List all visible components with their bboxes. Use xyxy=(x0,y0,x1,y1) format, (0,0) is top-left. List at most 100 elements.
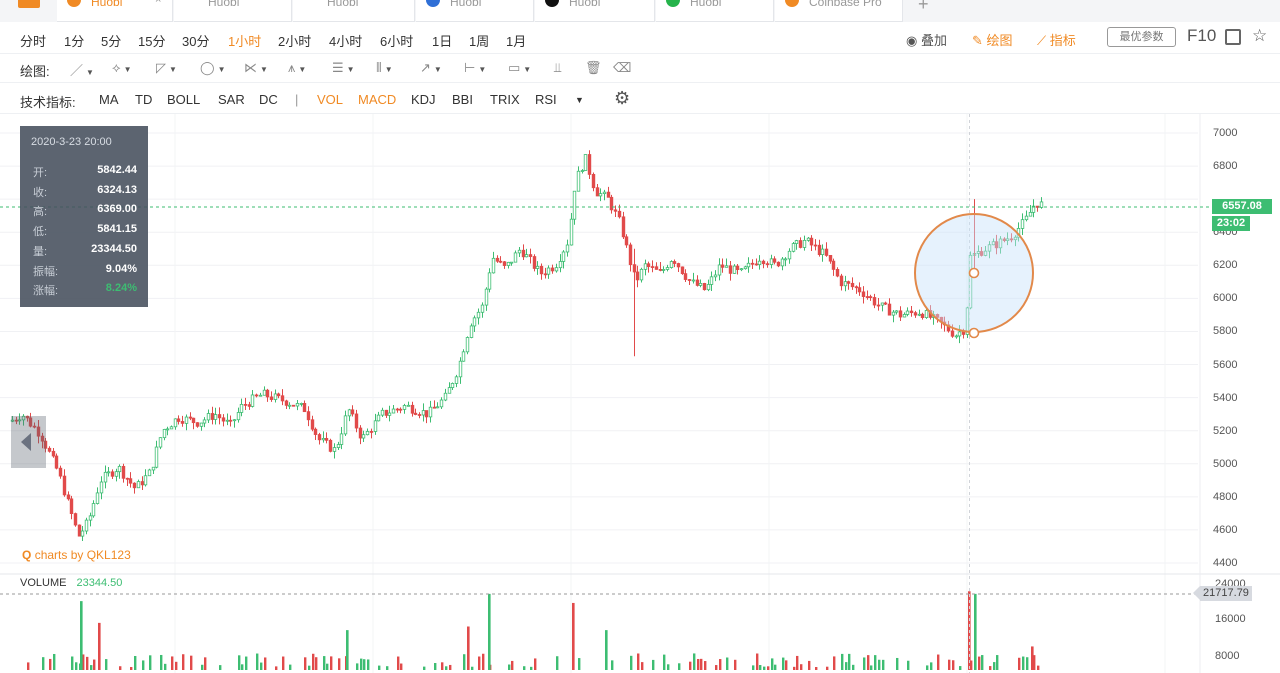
candle-body xyxy=(987,244,992,252)
info-value: 6324.13 xyxy=(97,184,137,196)
indicator-bbi[interactable]: BBI xyxy=(452,92,473,107)
scroll-left-button[interactable] xyxy=(11,416,46,468)
candle-body xyxy=(683,273,688,280)
star-icon[interactable]: ☆ xyxy=(1252,26,1268,45)
price-tick-label: 6000 xyxy=(1213,292,1238,305)
channel-tool-icon[interactable]: ◸ ▼ xyxy=(156,60,177,75)
arrow-tool-icon[interactable]: ↗ ▼ xyxy=(420,60,442,75)
cycle-tool-icon[interactable]: ⦀ ▼ xyxy=(376,60,393,75)
indicator-macd[interactable]: MACD xyxy=(358,92,397,107)
exchange-tab-5[interactable]: Huobi xyxy=(656,0,774,22)
add-tab-button[interactable]: + xyxy=(918,0,929,14)
period-option-active[interactable]: 1小时 xyxy=(228,34,262,49)
candle-body xyxy=(324,437,329,441)
volume-bar xyxy=(149,655,152,670)
trash-icon[interactable]: 🗑 xyxy=(585,60,602,75)
period-option[interactable]: 4小时 xyxy=(329,34,363,49)
candle-body xyxy=(258,394,263,397)
candle-body xyxy=(861,291,866,297)
candle-body xyxy=(147,469,152,477)
candle-body xyxy=(976,251,981,254)
candlestick-chart[interactable] xyxy=(0,114,1280,673)
volume-bar xyxy=(796,655,799,670)
period-option[interactable]: 15分 xyxy=(138,34,166,49)
candle-body xyxy=(439,399,444,408)
magnet-tool-icon[interactable]: ⫫ xyxy=(554,60,562,75)
measure-tool-icon[interactable]: ⊢ ▼ xyxy=(464,60,487,75)
indicator-rsi[interactable]: RSI xyxy=(535,92,557,107)
indicator-dc[interactable]: DC xyxy=(259,92,278,107)
period-option[interactable]: 1月 xyxy=(506,34,527,49)
pen-tool-icon[interactable]: ⟡ ▼ xyxy=(112,60,132,75)
candle-body xyxy=(62,475,67,496)
candle-body xyxy=(339,433,344,445)
line-tool-icon[interactable]: ／ ▼ xyxy=(70,63,94,78)
exchange-tab-4[interactable]: Huobi xyxy=(535,0,655,22)
volume-bar xyxy=(190,655,193,670)
note-tool-icon[interactable]: ▭ ▼ xyxy=(508,60,532,75)
volume-bar xyxy=(808,660,811,670)
draw-toggle-button[interactable]: ✎ 绘图 xyxy=(972,30,1013,49)
fib-tool-icon[interactable]: ⋉ ▼ xyxy=(244,60,268,75)
candle-body xyxy=(328,439,333,452)
volume-label: VOLUME xyxy=(20,577,67,589)
indicator-td[interactable]: TD xyxy=(135,92,153,107)
indicator-kdj[interactable]: KDJ xyxy=(411,92,436,107)
best-params-button[interactable]: 最优参数 xyxy=(1107,27,1176,47)
level-tool-icon[interactable]: ☰ ▼ xyxy=(332,60,355,75)
overlay-label: 叠加 xyxy=(920,33,947,48)
volume-bar xyxy=(160,654,163,670)
volume-bar xyxy=(896,657,899,670)
volume-bar xyxy=(1033,655,1036,670)
f10-button[interactable]: F10 xyxy=(1187,26,1217,45)
exchange-tab-1[interactable]: Huobi xyxy=(174,0,292,22)
volume-bar xyxy=(441,662,444,670)
indicator-toggle-button[interactable]: ⟋ 指标 xyxy=(1037,30,1076,49)
settings-gear-icon[interactable]: ⚙ xyxy=(614,88,631,108)
period-option[interactable]: 2小时 xyxy=(278,34,312,49)
period-option[interactable]: 1周 xyxy=(469,34,490,49)
tabs-filler xyxy=(944,0,1280,22)
period-option[interactable]: 30分 xyxy=(182,34,210,49)
pattern-tool-icon[interactable]: ⩚ ▼ xyxy=(288,60,307,75)
candle-body xyxy=(158,437,163,448)
exchange-tab-0[interactable]: Huobi × xyxy=(57,0,173,22)
period-option[interactable]: 1分 xyxy=(64,34,85,49)
candle-body xyxy=(25,415,30,419)
info-value: 6369.00 xyxy=(97,203,137,215)
exchange-tab-3[interactable]: Huobi xyxy=(416,0,534,22)
candle-body xyxy=(321,437,326,441)
shape-tool-icon[interactable]: ◯ ▼ xyxy=(200,60,226,75)
candle-body xyxy=(36,426,41,437)
indicator-sar[interactable]: SAR xyxy=(218,92,245,107)
tab-label: Huobi xyxy=(208,0,240,9)
period-option[interactable]: 5分 xyxy=(101,34,122,49)
eraser-icon[interactable]: ⌫ xyxy=(613,60,632,75)
close-icon[interactable]: × xyxy=(155,0,162,6)
period-option[interactable]: 6小时 xyxy=(380,34,414,49)
candle-body xyxy=(961,331,966,335)
indicator-boll[interactable]: BOLL xyxy=(167,92,201,107)
volume-bar xyxy=(1037,665,1040,670)
volume-bar xyxy=(605,630,608,670)
chart-area[interactable] xyxy=(0,114,1280,673)
candle-body xyxy=(77,524,82,537)
indicator-trix[interactable]: TRIX xyxy=(490,92,520,107)
volume-bar xyxy=(926,665,929,670)
exchange-tab-2[interactable]: Huobi xyxy=(293,0,415,22)
period-option[interactable]: 分时 xyxy=(20,34,47,49)
more-indicators-dropdown-icon[interactable]: ▼ xyxy=(575,95,584,105)
volume-bar xyxy=(948,659,951,670)
candle-body xyxy=(1009,238,1014,241)
indicator-vol[interactable]: VOL xyxy=(317,92,344,107)
exchange-tab-6[interactable]: Coinbase Pro xyxy=(775,0,903,22)
info-key: 量: xyxy=(33,246,48,258)
candle-body xyxy=(506,261,511,266)
overlay-button[interactable]: ◉ 叠加 xyxy=(906,30,947,49)
candle-body xyxy=(735,265,740,270)
indicator-ma[interactable]: MA xyxy=(99,92,119,107)
indicator-toolbar: 技术指标: MA TD BOLL SAR DC | VOL MACD KDJ B… xyxy=(0,83,1280,114)
period-option[interactable]: 1日 xyxy=(432,34,453,49)
line-chart-icon: ⟋ xyxy=(1037,33,1047,48)
fullscreen-icon[interactable] xyxy=(1225,29,1241,45)
